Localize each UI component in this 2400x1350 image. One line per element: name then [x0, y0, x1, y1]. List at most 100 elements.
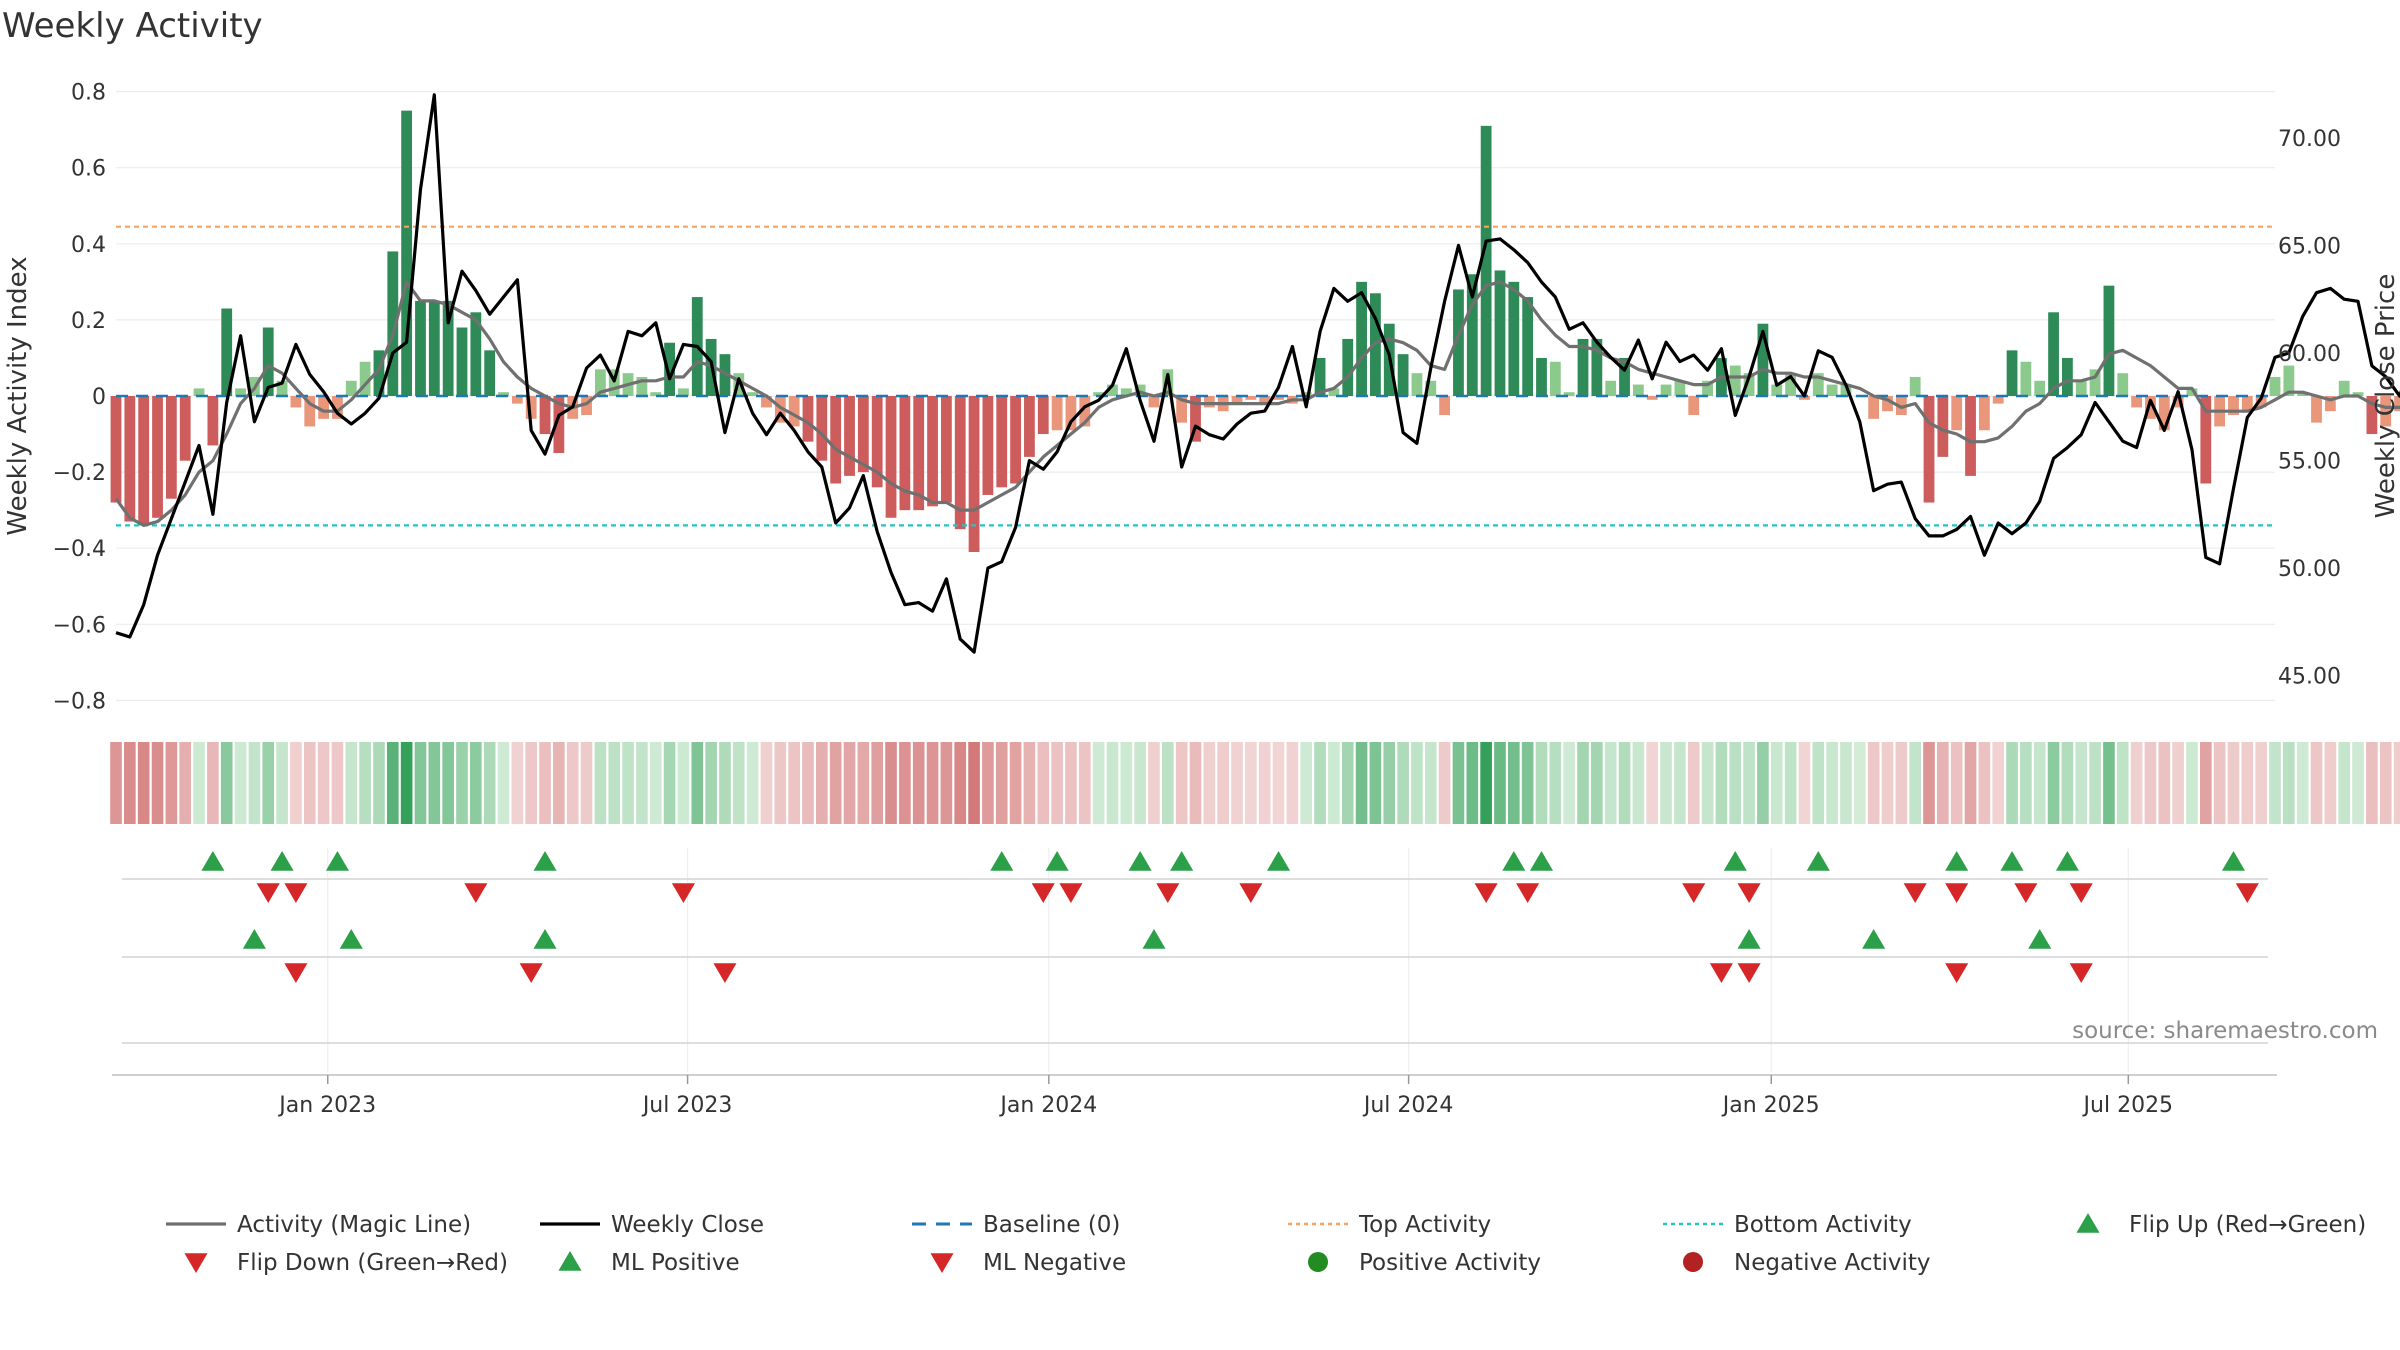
activity-bar: [1812, 373, 1824, 396]
legend-item: Flip Up (Red→Green): [2076, 1212, 2366, 1238]
strip-cell: [566, 742, 579, 824]
flip-up-marker: [1266, 851, 1291, 871]
ml-positive-marker: [339, 929, 363, 949]
strip-cell: [1106, 742, 1119, 824]
activity-bar: [1134, 384, 1146, 396]
strip-cell: [2379, 742, 2392, 824]
strip-cell: [290, 742, 302, 824]
activity-bar: [1605, 380, 1617, 396]
legend-swatch: [184, 1253, 208, 1273]
strip-cell: [234, 742, 247, 824]
activity-bar: [594, 369, 606, 396]
strip-cell: [1009, 742, 1022, 824]
activity-bar: [498, 392, 509, 396]
y-tick-label: −0.8: [53, 689, 106, 714]
activity-bar: [857, 396, 869, 473]
activity-bar: [221, 308, 233, 396]
strip-cell: [1023, 742, 1036, 824]
strip-cell: [1549, 742, 1562, 824]
activity-bar: [415, 300, 426, 396]
activity-bar: [262, 327, 274, 396]
activity-bar: [470, 312, 482, 396]
strip-cell: [1840, 742, 1852, 824]
y2-tick-label: 60.00: [2278, 342, 2341, 367]
activity-bar: [1992, 396, 2004, 404]
strip-cell: [1037, 742, 1050, 824]
activity-bar: [636, 376, 648, 396]
flip-up-marker: [201, 851, 225, 871]
activity-bar: [885, 396, 897, 518]
legend-label: Bottom Activity: [1734, 1212, 1912, 1238]
strip-cell: [2020, 742, 2032, 824]
y-tick-label: 0.2: [71, 309, 106, 334]
strip-cell: [663, 742, 676, 824]
strip-cell: [1480, 742, 1492, 824]
activity-bar: [788, 396, 800, 427]
strip-cell: [954, 742, 967, 824]
activity-bar: [2366, 396, 2378, 435]
legend-item: ML Negative: [930, 1250, 1126, 1276]
strip-cell: [373, 742, 385, 824]
strip-cell: [995, 742, 1008, 824]
strip-cell: [1341, 742, 1354, 824]
activity-bar: [2352, 392, 2364, 396]
strip-cell: [345, 742, 358, 824]
activity-bar: [1480, 125, 1492, 396]
strip-cell: [1978, 742, 1991, 824]
strip-cell: [802, 742, 814, 824]
strip-cell: [262, 742, 275, 824]
strip-cell: [1743, 742, 1755, 824]
x-axis: Jan 2023 Jul 2023 Jan 2024 Jul 2024 Jan 2025…: [112, 1074, 2277, 1118]
activity-bar: [1203, 396, 1215, 408]
strip-cell: [1646, 742, 1659, 824]
activity-bar: [345, 380, 357, 396]
strip-cell: [829, 742, 842, 824]
strip-cell: [165, 742, 178, 824]
strip-cell: [2006, 742, 2018, 824]
legend-swatch: [558, 1251, 582, 1271]
ml-negative-marker: [1945, 963, 1969, 983]
activity-bar: [179, 396, 191, 461]
strip-cell: [1051, 742, 1063, 824]
activity-bar: [2283, 365, 2295, 396]
activity-bar: [1632, 384, 1644, 396]
activity-bar: [608, 369, 620, 396]
flip-up-marker: [1529, 851, 1554, 871]
activity-bar: [1771, 384, 1783, 396]
activity-bar: [2186, 388, 2198, 396]
activity-bar: [2145, 396, 2156, 419]
strip-cell: [414, 742, 427, 824]
strip-cell: [1812, 742, 1825, 824]
activity-bar: [1951, 396, 1963, 431]
activity-bar: [1466, 274, 1478, 396]
strip-cell: [1660, 742, 1672, 824]
strip-cell: [1328, 742, 1340, 824]
legend-item: Flip Down (Green→Red): [184, 1250, 508, 1276]
activity-bar: [1785, 373, 1797, 396]
activity-bar: [207, 396, 219, 446]
strip-cell: [151, 742, 164, 824]
ml-negative-marker: [1709, 963, 1733, 983]
strip-cell: [1591, 742, 1603, 824]
activity-bar: [1273, 396, 1284, 400]
legend-label: Activity (Magic Line): [237, 1212, 471, 1238]
legend-label: Flip Up (Red→Green): [2129, 1212, 2366, 1238]
legend-item: Negative Activity: [1683, 1250, 1931, 1276]
legend-label: Positive Activity: [1359, 1250, 1541, 1276]
activity-bar: [761, 396, 772, 408]
activity-bar: [1549, 361, 1561, 396]
flip-down-marker: [1682, 883, 1706, 903]
strip-cell: [926, 742, 939, 824]
strip-cell: [732, 742, 745, 824]
strip-cell: [400, 742, 413, 824]
strip-cell: [1577, 742, 1589, 824]
activity-bar: [982, 396, 994, 495]
flip-down-marker: [671, 883, 695, 903]
activity-bar: [913, 396, 925, 511]
y2-tick-label: 70.00: [2278, 127, 2341, 152]
strip-cell: [1217, 742, 1229, 824]
strip-cell: [940, 742, 953, 824]
strip-cell: [2116, 742, 2129, 824]
flip-down-marker: [1474, 883, 1498, 903]
legend-swatch: [1683, 1252, 1703, 1272]
